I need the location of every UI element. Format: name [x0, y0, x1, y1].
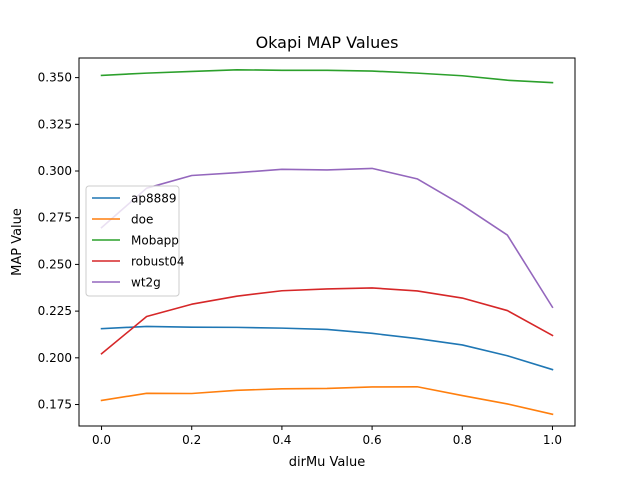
- legend-label-wt2g: wt2g: [131, 276, 161, 290]
- legend-label-mobapp: Mobapp: [131, 234, 179, 248]
- series-line-robust04: [100, 287, 554, 355]
- x-tick-label: 0.2: [182, 433, 201, 447]
- series-lines: [100, 68, 554, 416]
- y-tick-label: 0.225: [38, 304, 72, 318]
- y-tick-label: 0.250: [38, 257, 72, 271]
- y-tick-label: 0.275: [38, 211, 72, 225]
- y-axis-ticks: 0.175 0.200 0.225 0.250 0.275 0.300 0.325 0.350: [38, 71, 79, 412]
- series-line-mobapp: [100, 68, 554, 84]
- legend: ap8889 doe Mobapp robust04 wt2g: [85, 185, 184, 297]
- y-tick-label: 0.300: [38, 164, 72, 178]
- x-tick-label: 1.0: [543, 433, 562, 447]
- series-line-ap8889: [100, 325, 554, 371]
- y-tick-label: 0.175: [38, 398, 72, 412]
- x-axis-label: dirMu Value: [289, 455, 366, 470]
- x-axis-ticks: 0.0 0.2 0.4 0.6 0.8 1.0: [92, 426, 562, 447]
- x-tick-label: 0.0: [92, 433, 111, 447]
- legend-label-doe: doe: [131, 213, 153, 227]
- series-line-doe: [100, 385, 554, 416]
- y-tick-label: 0.325: [38, 117, 72, 131]
- x-tick-label: 0.4: [272, 433, 291, 447]
- legend-label-robust04: robust04: [131, 255, 184, 269]
- x-tick-label: 0.8: [453, 433, 472, 447]
- y-tick-label: 0.200: [38, 351, 72, 365]
- y-tick-label: 0.350: [38, 71, 72, 85]
- series-line-wt2g: [100, 167, 554, 309]
- chart-title: Okapi MAP Values: [256, 33, 399, 52]
- legend-label-ap8889: ap8889: [131, 192, 177, 206]
- legend-box: [85, 185, 180, 297]
- y-axis-label: MAP Value: [10, 208, 25, 276]
- plot-area-frame: [78, 57, 576, 427]
- x-tick-label: 0.6: [363, 433, 382, 447]
